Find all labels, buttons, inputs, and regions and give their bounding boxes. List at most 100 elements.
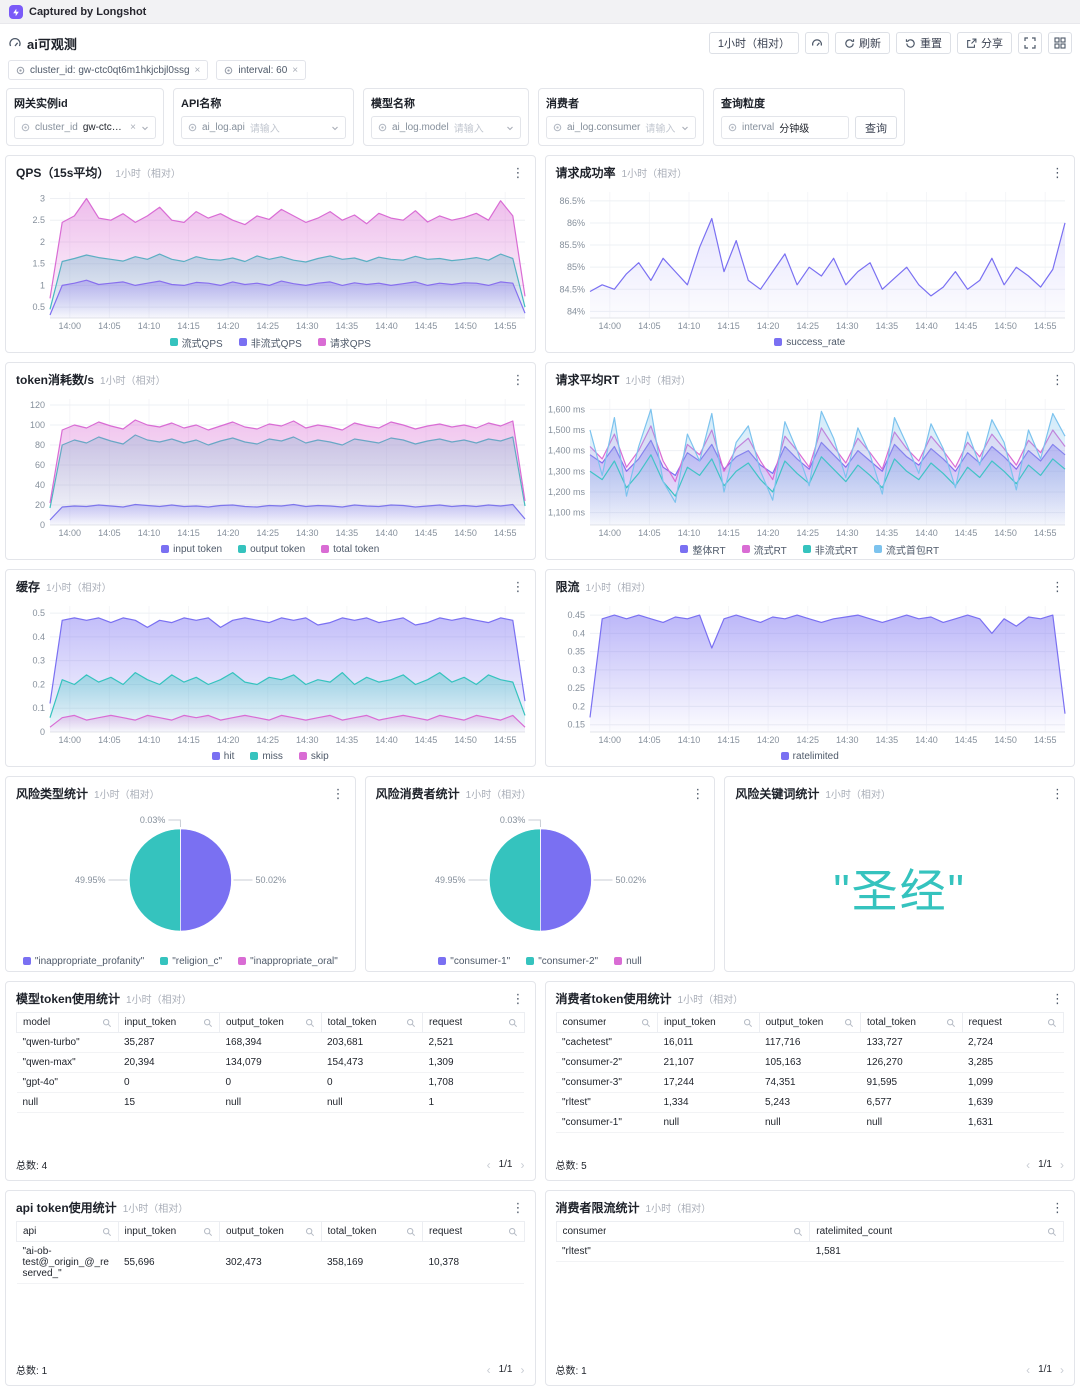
search-icon[interactable] — [793, 1227, 803, 1237]
panel-more-icon[interactable]: ⋮ — [691, 786, 705, 801]
search-icon[interactable] — [203, 1227, 213, 1237]
column-header[interactable]: consumer — [555, 1012, 658, 1033]
table-row[interactable]: "gpt-4o" 0 0 0 1,708 — [16, 1072, 524, 1093]
legend-item[interactable]: "consumer-2" — [526, 956, 598, 967]
table-row[interactable]: "qwen-turbo" 35,287 168,394 203,681 2,521 — [16, 1032, 524, 1053]
search-icon[interactable] — [406, 1227, 416, 1237]
query-button[interactable]: 查询 — [855, 116, 897, 139]
search-icon[interactable] — [508, 1018, 518, 1028]
pagination[interactable]: ‹ 1/1 › — [1026, 1362, 1064, 1377]
legend-item[interactable]: 流式QPS — [169, 335, 223, 350]
legend-item[interactable]: output token — [238, 544, 305, 555]
consumer-input[interactable]: ai_log.consumer 请输入 — [546, 116, 696, 139]
granularity-input[interactable]: interval 分钟级 — [721, 116, 849, 139]
panel-more-icon[interactable]: ⋮ — [511, 165, 525, 180]
prev-page-icon[interactable]: ‹ — [486, 1157, 491, 1172]
column-header[interactable]: total_token — [320, 1012, 423, 1033]
panel-more-icon[interactable]: ⋮ — [1050, 786, 1064, 801]
legend-item[interactable]: 非流式RT — [802, 542, 858, 557]
prev-page-icon[interactable]: ‹ — [1026, 1157, 1031, 1172]
next-page-icon[interactable]: › — [520, 1157, 525, 1172]
table-row[interactable]: "consumer-2" 21,107 105,163 126,270 3,285 — [556, 1052, 1064, 1073]
panel-more-icon[interactable]: ⋮ — [511, 991, 525, 1006]
filter-tag-interval[interactable]: interval: 60 × — [216, 60, 307, 80]
chevron-down-icon[interactable] — [331, 124, 339, 132]
fullscreen-button[interactable] — [1018, 32, 1042, 54]
search-icon[interactable] — [844, 1018, 854, 1028]
column-header[interactable]: request — [961, 1012, 1064, 1033]
legend-item[interactable]: ratelimited — [780, 751, 839, 762]
time-range-button[interactable]: 1小时（相对） — [708, 32, 799, 54]
chevron-down-icon[interactable] — [681, 124, 689, 132]
panel-more-icon[interactable]: ⋮ — [331, 786, 345, 801]
column-header[interactable]: request — [422, 1221, 525, 1242]
table-row[interactable]: "rltest" 1,334 5,243 6,577 1,639 — [556, 1092, 1064, 1113]
column-header[interactable]: output_token — [219, 1012, 322, 1033]
filter-tag-cluster[interactable]: cluster_id: gw-ctc0qt6m1hkjcbjl0ssg × — [8, 60, 209, 80]
column-header[interactable]: total_token — [860, 1012, 963, 1033]
search-icon[interactable] — [406, 1018, 416, 1028]
prev-page-icon[interactable]: ‹ — [486, 1362, 491, 1377]
pagination[interactable]: ‹ 1/1 › — [486, 1157, 525, 1172]
legend-item[interactable]: 流式RT — [741, 542, 787, 557]
clear-icon[interactable]: × — [130, 122, 136, 133]
column-header[interactable]: ratelimited_count — [809, 1221, 1064, 1242]
next-page-icon[interactable]: › — [1060, 1157, 1064, 1172]
refresh-button[interactable]: 刷新 — [835, 32, 890, 54]
legend-item[interactable]: hit — [211, 751, 234, 762]
gateway-instance-input[interactable]: cluster_id gw-ctc0qt6m1hkjcb... × — [14, 116, 156, 139]
panel-more-icon[interactable]: ⋮ — [1051, 579, 1064, 594]
model-name-input[interactable]: ai_log.model 请输入 — [371, 116, 521, 139]
panel-more-icon[interactable]: ⋮ — [511, 372, 525, 387]
column-header[interactable]: api — [16, 1221, 119, 1242]
next-page-icon[interactable]: › — [1060, 1362, 1064, 1377]
panel-more-icon[interactable]: ⋮ — [511, 579, 525, 594]
layout-button[interactable] — [1048, 32, 1072, 54]
table-row[interactable]: "cachetest" 16,011 117,716 133,727 2,724 — [556, 1032, 1064, 1053]
legend-item[interactable]: skip — [298, 751, 329, 762]
column-header[interactable]: output_token — [219, 1221, 322, 1242]
table-row[interactable]: "qwen-max" 20,394 134,079 154,473 1,309 — [16, 1052, 524, 1073]
column-header[interactable]: total_token — [320, 1221, 423, 1242]
pagination[interactable]: ‹ 1/1 › — [1026, 1157, 1064, 1172]
search-icon[interactable] — [508, 1227, 518, 1237]
pagination[interactable]: ‹ 1/1 › — [486, 1362, 525, 1377]
search-icon[interactable] — [305, 1018, 315, 1028]
panel-more-icon[interactable]: ⋮ — [1051, 372, 1064, 387]
auto-refresh-button[interactable] — [805, 32, 829, 54]
column-header[interactable]: consumer — [555, 1221, 811, 1242]
panel-more-icon[interactable]: ⋮ — [1051, 991, 1064, 1006]
chevron-down-icon[interactable] — [506, 124, 514, 132]
legend-item[interactable]: "inappropriate_oral" — [238, 956, 338, 967]
legend-item[interactable]: 流式首包RT — [873, 542, 939, 557]
keyword-text[interactable]: "圣经" — [833, 865, 966, 917]
legend-item[interactable]: miss — [250, 751, 283, 762]
legend-item[interactable]: 整体RT — [680, 542, 726, 557]
legend-item[interactable]: 非流式QPS — [238, 335, 302, 350]
search-icon[interactable] — [203, 1018, 213, 1028]
legend-item[interactable]: success_rate — [774, 337, 845, 348]
remove-tag-icon[interactable]: × — [194, 64, 201, 76]
column-header[interactable]: input_token — [117, 1221, 220, 1242]
table-row[interactable]: "consumer-1" null null null 1,631 — [556, 1112, 1064, 1133]
remove-tag-icon[interactable]: × — [292, 64, 299, 76]
table-row[interactable]: "consumer-3" 17,244 74,351 91,595 1,099 — [556, 1072, 1064, 1093]
search-icon[interactable] — [641, 1018, 651, 1028]
search-icon[interactable] — [102, 1018, 112, 1028]
table-row[interactable]: "ai-ob-test@_origin_@_reserved_" 55,696 30… — [16, 1241, 524, 1284]
table-row[interactable]: "rltest" 1,581 — [556, 1241, 1064, 1262]
legend-item[interactable]: null — [614, 956, 642, 967]
api-name-input[interactable]: ai_log.api 请输入 — [181, 116, 346, 139]
panel-more-icon[interactable]: ⋮ — [1051, 1200, 1064, 1215]
search-icon[interactable] — [743, 1018, 753, 1028]
search-icon[interactable] — [102, 1227, 112, 1237]
column-header[interactable]: output_token — [758, 1012, 861, 1033]
next-page-icon[interactable]: › — [520, 1362, 525, 1377]
prev-page-icon[interactable]: ‹ — [1026, 1362, 1031, 1377]
chevron-down-icon[interactable] — [141, 124, 149, 132]
reset-button[interactable]: 重置 — [896, 32, 951, 54]
legend-item[interactable]: total token — [321, 544, 379, 555]
legend-item[interactable]: 请求QPS — [317, 335, 371, 350]
search-icon[interactable] — [305, 1227, 315, 1237]
legend-item[interactable]: "religion_c" — [160, 956, 222, 967]
